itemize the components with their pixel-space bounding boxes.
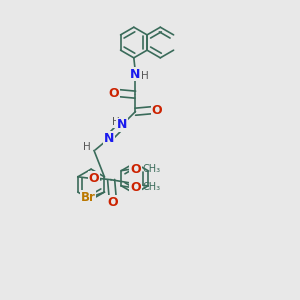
- Text: H: H: [141, 71, 148, 81]
- Text: O: O: [130, 163, 141, 176]
- Text: CH₃: CH₃: [143, 164, 161, 174]
- Text: H: H: [83, 142, 91, 152]
- Text: H: H: [112, 117, 120, 127]
- Text: O: O: [107, 196, 118, 208]
- Text: CH₃: CH₃: [143, 182, 161, 192]
- Text: O: O: [152, 104, 162, 117]
- Text: N: N: [130, 68, 140, 80]
- Text: N: N: [117, 118, 127, 131]
- Text: O: O: [130, 181, 141, 194]
- Text: Br: Br: [81, 191, 96, 204]
- Text: O: O: [89, 172, 99, 185]
- Text: N: N: [103, 132, 114, 145]
- Text: O: O: [109, 87, 119, 100]
